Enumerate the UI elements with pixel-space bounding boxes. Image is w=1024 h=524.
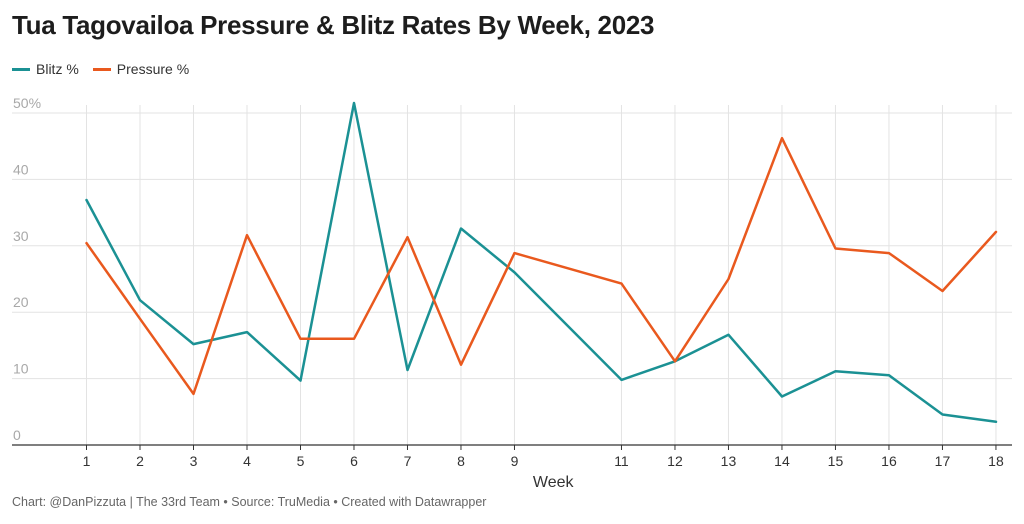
legend: Blitz % Pressure % — [12, 61, 203, 77]
series-line-pressure — [85, 136, 998, 396]
chart-title: Tua Tagovailoa Pressure & Blitz Rates By… — [12, 10, 655, 40]
x-axis-label: Week — [533, 474, 575, 491]
y-tick-label: 10 — [13, 361, 29, 377]
legend-label-pressure: Pressure % — [116, 61, 190, 77]
x-tick-label: 13 — [721, 453, 737, 469]
series-line-blitz — [85, 101, 998, 424]
chart-footer: Chart: @DanPizzuta | The 33rd Team • Sou… — [12, 495, 487, 509]
y-tick-label: 50% — [13, 95, 41, 111]
x-tick-label: 1 — [83, 453, 91, 469]
x-tick-label: 9 — [511, 453, 519, 469]
y-tick-label: 20 — [13, 294, 29, 310]
x-tick-label: 3 — [190, 453, 198, 469]
x-tick-label: 7 — [404, 453, 412, 469]
x-tick-label: 16 — [881, 453, 897, 469]
x-tick-label: 14 — [774, 453, 790, 469]
legend-label-blitz: Blitz % — [36, 61, 79, 77]
x-tick-label: 15 — [828, 453, 844, 469]
x-tick-label: 8 — [457, 453, 465, 469]
y-tick-label: 40 — [13, 161, 29, 177]
x-tick-label: 11 — [614, 453, 629, 469]
x-tick-label: 2 — [136, 453, 144, 469]
y-tick-label: 0 — [13, 427, 21, 443]
x-tick-label: 4 — [243, 453, 251, 469]
x-tick-label: 17 — [935, 453, 951, 469]
y-tick-label: 30 — [13, 228, 29, 244]
x-tick-label: 5 — [297, 453, 305, 469]
legend-item-pressure: Pressure % — [92, 61, 190, 77]
x-tick-label: 18 — [988, 453, 1004, 469]
legend-swatch-pressure — [92, 67, 111, 71]
legend-item-blitz: Blitz % — [12, 61, 79, 77]
legend-swatch-blitz — [12, 67, 30, 71]
x-tick-label: 6 — [350, 453, 358, 469]
x-tick-label: 12 — [667, 453, 683, 469]
